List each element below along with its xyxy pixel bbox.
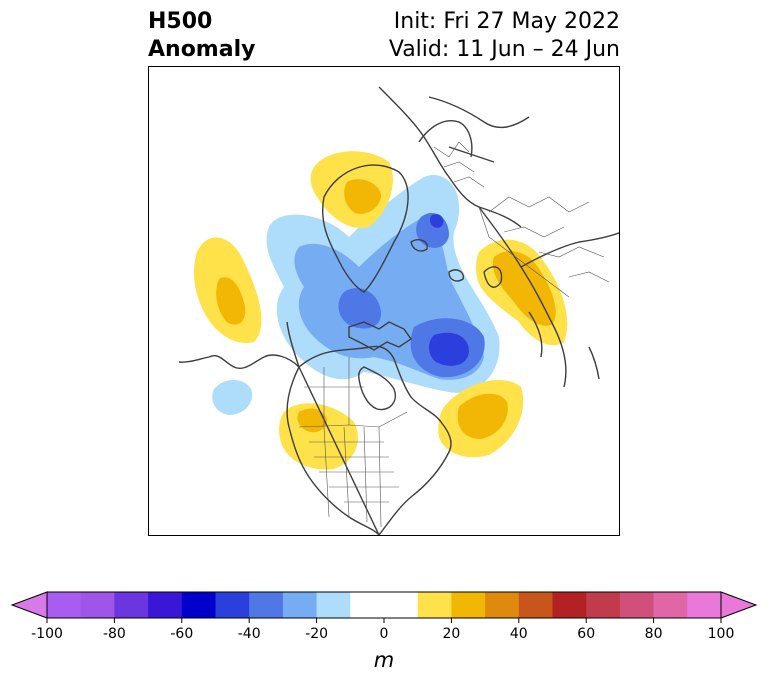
colorbar-tick-label: -60 (170, 626, 193, 642)
title-field-type: Anomaly (148, 37, 256, 62)
colorbar-extend-under (10, 591, 48, 619)
colorbar-tick-label: 100 (708, 626, 735, 642)
colorbar-bin (282, 592, 318, 618)
colorbar-tick-label: -20 (305, 626, 328, 642)
colorbar-bin (586, 592, 621, 618)
anomaly-pos-20-atlantic (457, 393, 508, 439)
colorbar-bin (653, 592, 688, 618)
colorbar-ticks: -100 -80 -60 -40 -20 0 20 40 60 80 100 (31, 618, 734, 642)
borders (298, 141, 610, 528)
colorbar-bin (552, 592, 587, 618)
colorbar-bin (316, 592, 351, 618)
border-europe (433, 141, 485, 188)
colorbar-extend-over (720, 591, 758, 619)
coast-kamchatka (528, 311, 543, 358)
colorbar-tick-label: 80 (645, 626, 663, 642)
colorbar-bin (114, 592, 149, 618)
coastlines (178, 86, 619, 535)
coast-europe (378, 86, 522, 228)
colorbar: -100 -80 -60 -40 -20 0 20 40 60 80 100 (10, 591, 758, 642)
colorbar-bin (350, 592, 419, 618)
colorbar-units-label: m (373, 648, 395, 672)
colorbar-bin (485, 592, 520, 618)
coast-greenland (322, 164, 409, 293)
colorbar-bin (181, 592, 216, 618)
coast-asia (478, 206, 619, 388)
coast-north-america (286, 345, 452, 535)
coast-africa (428, 96, 530, 129)
colorbar-tick-label: 20 (442, 626, 460, 642)
colorbar-tick-label: 40 (510, 626, 528, 642)
colorbar-bin (47, 592, 82, 618)
coast-novaya-zemlya (483, 266, 503, 288)
colorbar-bin (451, 592, 486, 618)
colorbar-tick-label: 60 (577, 626, 595, 642)
colorbar-tick-label: 0 (380, 626, 389, 642)
colorbar-bin (518, 592, 553, 618)
colorbar-tick-label: -100 (31, 626, 63, 642)
anomaly-pos-20-pacific (216, 277, 246, 325)
anomaly-neg-40-a (428, 332, 469, 366)
colorbar-bin (148, 592, 183, 618)
coast-med (448, 146, 495, 163)
colorbar-bin (215, 592, 250, 618)
border-canada-prov (304, 357, 364, 427)
border-russia (478, 206, 570, 298)
colorbar-bins (47, 592, 722, 618)
coast-hudson-bay (358, 366, 396, 411)
colorbar-bin (249, 592, 284, 618)
colorbar-tick-label: -80 (103, 626, 126, 642)
map-title-right: Init: Fri 27 May 2022 Valid: 11 Jun – 24… (389, 8, 620, 64)
anomaly-pos-20-greenland (344, 179, 381, 214)
border-asia (488, 196, 610, 283)
map-panel (148, 66, 620, 536)
anomaly-neg-40-b (429, 214, 444, 228)
valid-range-label: Valid: 11 Jun – 24 Jun (388, 37, 620, 62)
colorbar-bin (417, 592, 452, 618)
colorbar-bin (80, 592, 115, 618)
map-svg (178, 86, 619, 535)
init-date-label: Init: Fri 27 May 2022 (393, 9, 620, 34)
colorbar-tick-label: -40 (238, 626, 261, 642)
colorbar-bin (619, 592, 655, 618)
coast-svalbard (448, 269, 464, 282)
border-us-states-1 (309, 441, 399, 503)
anomaly-neg-10-pacific (212, 380, 253, 415)
anomaly-neg-30-a (338, 288, 382, 329)
coast-arctic-islands (348, 321, 412, 351)
coast-iceland (410, 239, 428, 252)
title-variable: H500 (148, 9, 213, 34)
coast-alaska (178, 321, 300, 369)
coast-japan (588, 346, 600, 380)
border-us-states-2 (323, 426, 382, 528)
map-title-left: H500 Anomaly (148, 8, 255, 64)
anomaly-pos-20-siberia (492, 251, 556, 326)
colorbar-bin (687, 592, 722, 618)
anomaly-fills (193, 151, 568, 470)
